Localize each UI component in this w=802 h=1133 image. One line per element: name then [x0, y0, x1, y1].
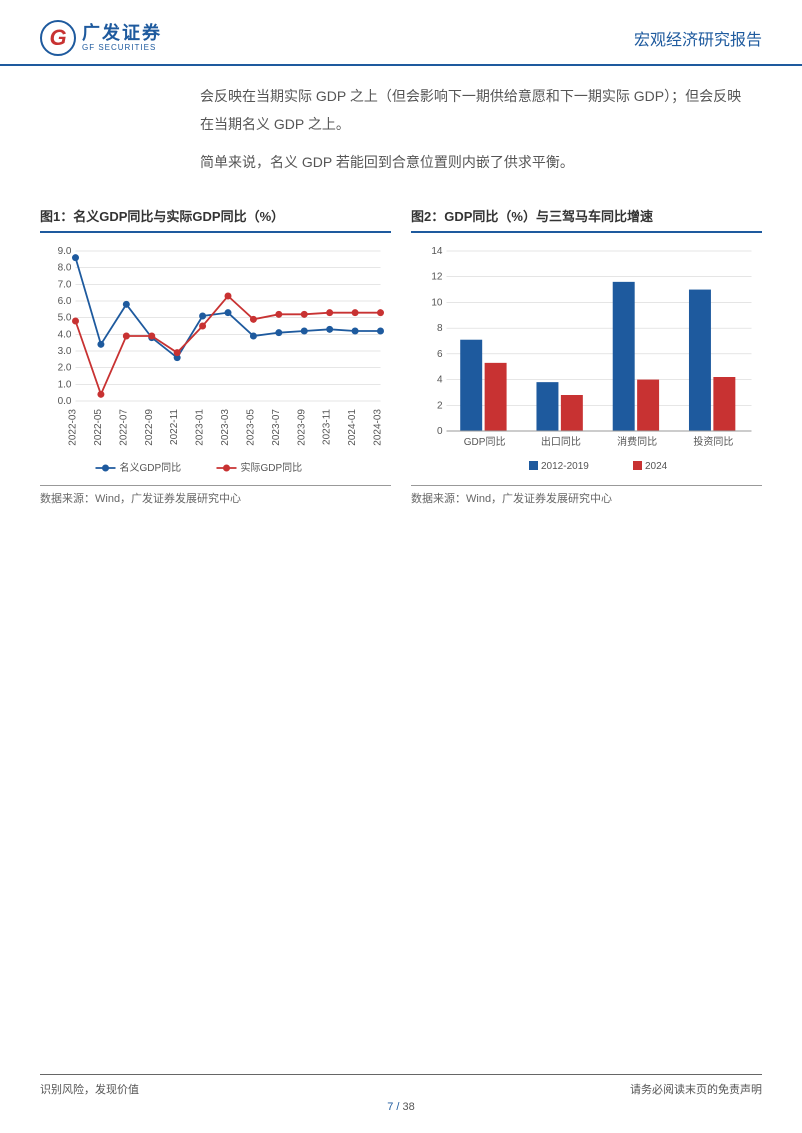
svg-text:2012-2019: 2012-2019	[541, 461, 589, 472]
svg-text:12: 12	[431, 272, 443, 283]
body-text: 会反映在当期实际 GDP 之上（但会影响下一期供给意愿和下一期实际 GDP）；但…	[0, 66, 802, 196]
chart1-svg: 0.0 1.0 2.0 3.0 4.0 5.0 6.0 7.0 8.0 9.0 2022-03 202…	[40, 241, 391, 481]
para-1: 会反映在当期实际 GDP 之上（但会影响下一期供给意愿和下一期实际 GDP）；但…	[200, 82, 742, 138]
report-title: 宏观经济研究报告	[634, 26, 762, 50]
svg-text:名义GDP同比: 名义GDP同比	[120, 461, 182, 474]
page-header: G 广发证券 GF SECURITIES 宏观经济研究报告	[0, 0, 802, 66]
svg-text:4.0: 4.0	[58, 329, 72, 340]
chart1-title: 图1：名义GDP同比与实际GDP同比（%）	[40, 206, 391, 233]
chart2-title: 图2：GDP同比（%）与三驾马车同比增速	[411, 206, 762, 233]
svg-text:7.0: 7.0	[58, 279, 72, 290]
svg-text:2023-07: 2023-07	[271, 409, 282, 446]
footer-line: 识别风险，发现价值 请务必阅读末页的免责声明	[40, 1074, 762, 1097]
svg-text:4: 4	[437, 375, 443, 386]
svg-text:8.0: 8.0	[58, 263, 72, 274]
svg-text:2022-03: 2022-03	[68, 409, 79, 446]
svg-text:6.0: 6.0	[58, 296, 72, 307]
svg-text:2024-01: 2024-01	[347, 409, 358, 446]
svg-text:6: 6	[437, 349, 443, 360]
logo-icon: G	[40, 20, 76, 56]
svg-text:9.0: 9.0	[58, 246, 72, 257]
svg-text:投资同比: 投资同比	[693, 435, 733, 448]
logo-en: GF SECURITIES	[82, 44, 162, 53]
chart2-source: 数据来源：Wind，广发证券发展研究中心	[411, 485, 762, 506]
svg-text:2022-11: 2022-11	[169, 409, 180, 445]
svg-text:2.0: 2.0	[58, 363, 72, 374]
para-2: 简单来说，名义 GDP 若能回到合意位置则内嵌了供求平衡。	[200, 148, 742, 176]
logo: G 广发证券 GF SECURITIES	[40, 20, 162, 56]
svg-text:GDP同比: GDP同比	[464, 436, 506, 448]
page-footer: 识别风险，发现价值 请务必阅读末页的免责声明 7 / 38	[0, 1074, 802, 1113]
svg-text:2023-03: 2023-03	[220, 409, 231, 446]
svg-text:2022-05: 2022-05	[93, 409, 104, 446]
svg-text:2023-05: 2023-05	[245, 409, 256, 446]
svg-text:1.0: 1.0	[58, 379, 72, 390]
svg-text:8: 8	[437, 323, 443, 334]
chart1-source: 数据来源：Wind，广发证券发展研究中心	[40, 485, 391, 506]
svg-text:14: 14	[431, 246, 443, 257]
chart1-block: 图1：名义GDP同比与实际GDP同比（%） 0.0 1.0 2.0 3.0 4.0 5.0…	[40, 206, 391, 506]
svg-text:2023-11: 2023-11	[322, 409, 333, 445]
svg-text:实际GDP同比: 实际GDP同比	[241, 461, 303, 474]
svg-text:出口同比: 出口同比	[541, 435, 581, 448]
svg-text:2022-09: 2022-09	[144, 409, 155, 446]
charts-row: 图1：名义GDP同比与实际GDP同比（%） 0.0 1.0 2.0 3.0 4.0 5.0…	[0, 196, 802, 506]
svg-text:2022-07: 2022-07	[118, 409, 129, 446]
svg-text:10: 10	[431, 297, 443, 308]
svg-text:消费同比: 消费同比	[617, 435, 657, 448]
svg-text:5.0: 5.0	[58, 313, 72, 324]
svg-text:2023-01: 2023-01	[195, 409, 206, 446]
logo-text: 广发证券 GF SECURITIES	[82, 24, 162, 53]
svg-text:0: 0	[437, 426, 443, 437]
page-total: 38	[403, 1101, 415, 1113]
svg-text:2023-09: 2023-09	[296, 409, 307, 446]
svg-text:2024: 2024	[645, 461, 668, 472]
chart2-svg: 0 2 4 6 8 10 12 14 GDP同比 出口同比 消费同比 投资同比 2012-2019 202…	[411, 241, 762, 481]
chart2-block: 图2：GDP同比（%）与三驾马车同比增速 0 2 4 6 8 10 12 14 GDP同比 出口同…	[411, 206, 762, 506]
svg-text:3.0: 3.0	[58, 346, 72, 357]
footer-left: 识别风险，发现价值	[40, 1081, 139, 1097]
svg-text:2: 2	[437, 400, 443, 411]
logo-cn: 广发证券	[82, 24, 162, 44]
logo-letter: G	[49, 25, 66, 51]
footer-right: 请务必阅读末页的免责声明	[630, 1081, 762, 1097]
page-sep: /	[393, 1101, 402, 1113]
svg-text:2024-03: 2024-03	[373, 409, 384, 446]
page-number: 7 / 38	[40, 1101, 762, 1113]
svg-text:0.0: 0.0	[58, 396, 72, 407]
